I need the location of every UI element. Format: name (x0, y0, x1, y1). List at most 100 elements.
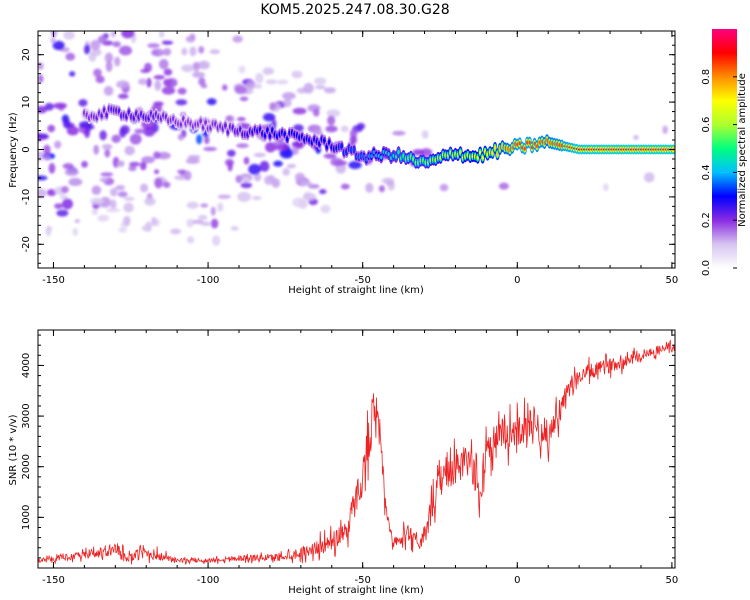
spectrogram-ridge-core (127, 110, 131, 115)
spectrogram-ridge-core (328, 140, 331, 145)
spectrogram-ridge-core (283, 132, 286, 137)
spectrogram-cell (227, 161, 233, 172)
spectrogram-x-axis: -150 -100 -50 0 50 (42, 31, 678, 286)
spectrogram-cell (153, 151, 161, 159)
spectrogram-cell (234, 85, 248, 95)
spectrogram-ridge-core (105, 113, 108, 118)
spectrogram-cell (105, 60, 113, 72)
spectrogram-cell (292, 107, 307, 115)
spectrogram-cell (170, 228, 182, 235)
spectrogram-x-label: Height of straight line (km) (288, 285, 424, 296)
spectrogram-cell (38, 175, 48, 181)
spectrogram-cell (124, 145, 135, 156)
spectrogram-cell (121, 31, 135, 39)
spectrogram-cell (259, 160, 270, 172)
spectrogram-cell (147, 43, 160, 49)
spectrogram-cell (181, 47, 188, 56)
spectrogram-cell (110, 31, 116, 38)
spectrogram-cell (120, 125, 130, 135)
spectrogram-ridge-core (325, 144, 329, 149)
spectrogram-cell (63, 31, 75, 40)
spectrogram-cell (197, 214, 208, 221)
colorbar-ticks: 0.0 0.2 0.4 0.6 0.8 (701, 69, 737, 276)
spectrogram-cell (381, 177, 395, 184)
spectrogram-cell (137, 78, 148, 85)
spectrogram-cell (643, 172, 655, 183)
spectrogram-cell (68, 177, 83, 187)
spectrogram-cell (320, 204, 331, 214)
snr-x-tick-label: 50 (666, 575, 679, 586)
spectrogram-cell (253, 152, 266, 158)
spectrogram-cell (204, 135, 210, 145)
spectrogram-cell (633, 135, 639, 140)
spectrogram-cell (271, 178, 281, 188)
snr-y-tick-label: 1000 (21, 505, 32, 530)
spectrogram-ridge-core (523, 146, 526, 151)
spectrogram-cell (144, 197, 156, 206)
spectrogram-ridge-core (224, 123, 227, 128)
snr-x-tick-label: -50 (355, 575, 371, 586)
spectrogram-cell (153, 75, 165, 80)
spectrogram-cell (232, 35, 243, 43)
spectrogram-ridge-core (204, 120, 207, 125)
spectrogram-x-tick-label: -50 (355, 275, 371, 286)
spectrogram-cell (143, 126, 156, 137)
spectrogram-cell (100, 172, 114, 177)
spectrogram-cell (308, 184, 320, 189)
spectrogram-cell (101, 143, 113, 150)
snr-x-axis: -150 -100 -50 0 50 (42, 330, 678, 586)
spectrogram-cell (95, 75, 105, 84)
spectrogram-cell (72, 227, 79, 236)
spectrogram-cell (262, 113, 276, 122)
spectrogram-cell (84, 127, 91, 139)
spectrogram-y-tick-label: -20 (21, 236, 32, 252)
spectrogram-cell (140, 161, 147, 171)
spectrogram-ridge-core (528, 140, 531, 145)
spectrogram-cell (325, 125, 338, 133)
spectrogram-ridge-core (481, 155, 484, 160)
spectrogram-cell (349, 128, 358, 139)
spectrogram-ridge-core (179, 122, 183, 127)
spectrogram-cell (392, 130, 406, 136)
spectrogram-cell (314, 77, 327, 85)
spectrogram-cell (294, 172, 306, 183)
spectrogram-cell (246, 80, 256, 90)
spectrogram-x-tick-label: 50 (666, 275, 679, 286)
spectrogram-ridge-core (323, 138, 326, 143)
spectrogram-cell (330, 157, 344, 167)
snr-y-axis: 1000 2000 3000 4000 (21, 334, 675, 569)
spectrogram-cell (209, 49, 221, 55)
spectrogram-cell (238, 65, 246, 74)
spectrogram-ridge-core (476, 155, 479, 160)
spectrogram-y-tick-label: 10 (21, 96, 32, 109)
spectrogram-cell (192, 71, 206, 78)
spectrogram-ridge-core (209, 126, 212, 131)
spectrogram-cell (189, 46, 197, 57)
colorbar-tick-label: 0.2 (701, 212, 712, 228)
spectrogram-ridge-core (132, 115, 136, 120)
spectrogram-cell (158, 58, 169, 70)
spectrogram-cell (74, 219, 81, 224)
colorbar: 0.0 0.2 0.4 0.6 0.8 Normalized spectral ampl… (701, 29, 748, 276)
spectrogram-cell (255, 72, 264, 84)
spectrogram-ridge-core (147, 116, 150, 121)
spectrogram-ridge-core (496, 152, 499, 157)
spectrogram-cell (154, 177, 163, 189)
colorbar-label: Normalized spectral amplitude (737, 73, 748, 227)
spectrogram-cell (283, 98, 292, 107)
spectrogram-cell (140, 68, 150, 73)
spectrogram-cell (279, 148, 294, 159)
spectrogram-ridge-core (95, 115, 98, 120)
snr-plot-area (38, 330, 675, 568)
spectrogram-cell (109, 187, 118, 197)
spectrogram-cell (185, 158, 200, 164)
spectrogram-cell (91, 185, 102, 195)
spectrogram-y-label: Frequency (Hz) (8, 112, 19, 188)
spectrogram-cell (356, 122, 366, 130)
spectrogram-cell (200, 203, 209, 208)
spectrogram-cell (177, 87, 187, 95)
spectrogram-cell (439, 183, 449, 192)
snr-x-tick-label: 0 (514, 575, 520, 586)
spectrogram-cell (111, 134, 121, 144)
